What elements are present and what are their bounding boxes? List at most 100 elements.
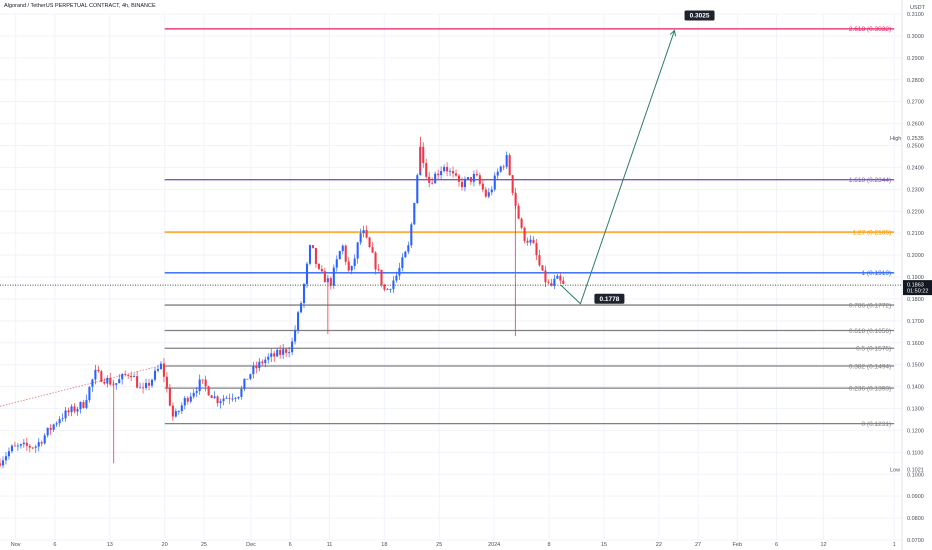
candle-body xyxy=(264,359,267,364)
candle-body xyxy=(82,401,85,408)
candle-body xyxy=(106,377,109,384)
candle-body xyxy=(136,376,139,388)
candle-body xyxy=(463,178,467,188)
candle-body xyxy=(276,349,279,357)
candle-body xyxy=(547,282,550,284)
chart-title: Algorand / TetherUS PERPETUAL CONTRACT, … xyxy=(4,3,156,9)
candle-body xyxy=(234,398,237,399)
candle-body xyxy=(329,278,332,286)
candle-body xyxy=(443,167,446,172)
candle-body xyxy=(305,263,309,285)
candle-body xyxy=(147,382,151,386)
projection-arrow[interactable]: 0.1778 0.3025 xyxy=(560,10,715,305)
current-price-value: 0.1863 xyxy=(907,283,924,289)
y-tick-label: 0.0700 xyxy=(907,538,924,544)
fibonacci-levels[interactable]: 2.618 (0.3032) 1.618 (0.2344) 1.27 (0.2105… xyxy=(164,26,895,428)
candle-body xyxy=(162,363,165,377)
candle-body xyxy=(294,329,297,342)
candle-body xyxy=(308,245,312,264)
candle-body xyxy=(43,435,46,444)
candle-body xyxy=(511,175,514,193)
candle-body xyxy=(335,259,338,268)
y-tick-label: 0.2400 xyxy=(907,165,924,171)
candle-body xyxy=(353,258,356,266)
candle-body xyxy=(88,386,91,401)
price-label-box[interactable] xyxy=(594,293,625,304)
candle-body xyxy=(401,257,404,268)
candle-body xyxy=(490,189,493,193)
fib-label-0-786: 0.786 (0.1772) xyxy=(849,302,891,309)
candle-body xyxy=(186,397,189,402)
candle-body xyxy=(362,230,365,234)
candle-body xyxy=(58,419,61,424)
candle-body xyxy=(457,175,461,182)
candle-body xyxy=(267,356,270,360)
y-tick-label: 0.0900 xyxy=(907,494,924,500)
candle-body xyxy=(538,255,541,266)
y-tick-label: 0.2100 xyxy=(907,231,924,237)
y-tick-label: 0.1700 xyxy=(907,319,924,325)
candle-body xyxy=(192,392,195,397)
y-tick-label: 0.2600 xyxy=(907,122,924,128)
candle-body xyxy=(124,374,127,375)
candle-body xyxy=(380,269,383,285)
candle-body xyxy=(356,242,359,259)
candle-body xyxy=(323,271,326,283)
candle-body xyxy=(502,166,505,168)
candle-body xyxy=(317,263,320,269)
candle-body xyxy=(559,275,562,281)
candle-body xyxy=(153,370,157,380)
candle-body xyxy=(505,155,508,167)
candle-body xyxy=(97,369,100,372)
candle-body xyxy=(22,442,25,445)
candle-body xyxy=(508,155,511,176)
candle-body xyxy=(118,379,121,384)
y-tick-label: 0.1000 xyxy=(907,472,924,478)
candle-body xyxy=(493,175,496,190)
candle-body xyxy=(371,247,374,253)
fib-label-0: 0 (0.1231) xyxy=(862,421,892,428)
candle-body xyxy=(231,398,234,400)
candle-body xyxy=(365,230,368,238)
candle-body xyxy=(478,175,481,184)
candle-body xyxy=(73,406,76,412)
x-tick-label: 1 xyxy=(893,542,896,548)
candle-body xyxy=(404,251,407,258)
candle-body xyxy=(368,237,371,248)
candle-body xyxy=(171,405,174,417)
candle-body xyxy=(261,361,264,364)
candle-body xyxy=(109,377,112,385)
candle-body xyxy=(395,275,398,281)
candle-body xyxy=(550,283,553,286)
y-tick-label: 0.3000 xyxy=(907,34,924,40)
candle-body xyxy=(258,361,261,369)
candle-body xyxy=(454,173,458,176)
candle-body xyxy=(142,387,145,389)
x-tick-label: Nov xyxy=(11,542,21,548)
fib-label-2-618: 2.618 (0.3032) xyxy=(849,26,891,33)
candle-body xyxy=(314,247,317,264)
projection-path[interactable] xyxy=(560,30,676,305)
candle-body xyxy=(165,376,168,388)
candle-body xyxy=(156,368,160,371)
price-label-box[interactable] xyxy=(684,10,715,21)
candle-body xyxy=(532,239,535,244)
low-label: Low xyxy=(890,468,900,474)
candle-body xyxy=(4,456,8,461)
candle-body xyxy=(437,173,440,176)
x-tick-label: 6 xyxy=(775,542,778,548)
candle-body xyxy=(374,252,377,270)
candle-body xyxy=(1,460,5,466)
candle-body xyxy=(130,375,133,378)
candle-body xyxy=(31,447,34,449)
candle-body xyxy=(481,183,484,190)
candle-body xyxy=(115,383,118,385)
candle-body xyxy=(189,396,192,402)
current-price-badge xyxy=(903,280,932,296)
candle-body xyxy=(52,424,55,430)
y-tick-label: 0.2300 xyxy=(907,187,924,193)
candle-body xyxy=(168,387,171,406)
candle-body xyxy=(347,261,350,271)
candle-body xyxy=(0,463,2,466)
